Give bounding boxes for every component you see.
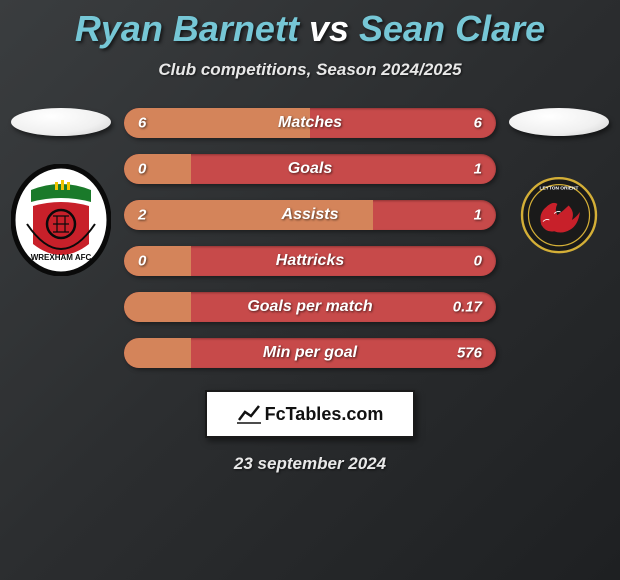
club-logo-left: WREXHAM AFC	[11, 164, 111, 276]
stat-bar: Goals per match 0.17	[124, 292, 496, 322]
branding-box: FcTables.com	[205, 390, 415, 438]
stat-label: Assists	[282, 206, 339, 224]
stat-label: Hattricks	[276, 252, 344, 270]
stat-value-right: 576	[457, 345, 482, 362]
stat-value-left: 6	[138, 115, 146, 132]
branding-text: FcTables.com	[265, 404, 384, 425]
stat-label: Matches	[278, 114, 342, 132]
stat-label: Goals per match	[247, 298, 372, 316]
wrexham-badge-icon: WREXHAM AFC	[11, 164, 111, 276]
stat-bar: 0 Goals 1	[124, 154, 496, 184]
stat-bar: 2 Assists 1	[124, 200, 496, 230]
stats-bars: 6 Matches 6 0 Goals 1 2 Assists 1 0 Hattricks 0 Goal…	[116, 108, 504, 368]
stat-value-right: 0.17	[453, 299, 482, 316]
left-column: WREXHAM AFC	[6, 108, 116, 276]
stat-label: Goals	[288, 160, 332, 178]
stat-value-left: 0	[138, 253, 146, 270]
stat-value-left: 2	[138, 207, 146, 224]
stat-bar: 6 Matches 6	[124, 108, 496, 138]
chart-icon	[237, 404, 261, 424]
stat-value-right: 1	[474, 161, 482, 178]
svg-text:WREXHAM AFC: WREXHAM AFC	[31, 253, 92, 262]
right-column: LEYTON ORIENT	[504, 108, 614, 276]
stat-value-right: 1	[474, 207, 482, 224]
player1-photo-placeholder	[11, 108, 111, 136]
stat-bar-fill	[124, 292, 191, 322]
stat-bar-fill	[124, 246, 191, 276]
stat-bar-fill	[124, 338, 191, 368]
main-row: WREXHAM AFC 6 Matches 6 0 Goals 1 2 Assists 1 0 Ha…	[0, 108, 620, 368]
player2-photo-placeholder	[509, 108, 609, 136]
stat-value-right: 6	[474, 115, 482, 132]
stat-value-right: 0	[474, 253, 482, 270]
date-text: 23 september 2024	[0, 454, 620, 474]
stat-value-left: 0	[138, 161, 146, 178]
stat-bar: 0 Hattricks 0	[124, 246, 496, 276]
stat-bar-fill	[124, 154, 191, 184]
subtitle: Club competitions, Season 2024/2025	[0, 60, 620, 80]
title-player2: Sean Clare	[359, 8, 545, 49]
leyton-orient-badge-icon: LEYTON ORIENT	[509, 175, 609, 265]
svg-text:LEYTON ORIENT: LEYTON ORIENT	[540, 185, 579, 191]
stat-label: Min per goal	[263, 344, 357, 362]
title-vs: vs	[309, 8, 349, 49]
club-logo-right: LEYTON ORIENT	[509, 164, 609, 276]
comparison-title: Ryan Barnett vs Sean Clare	[0, 0, 620, 50]
stat-bar: Min per goal 576	[124, 338, 496, 368]
title-player1: Ryan Barnett	[75, 8, 299, 49]
